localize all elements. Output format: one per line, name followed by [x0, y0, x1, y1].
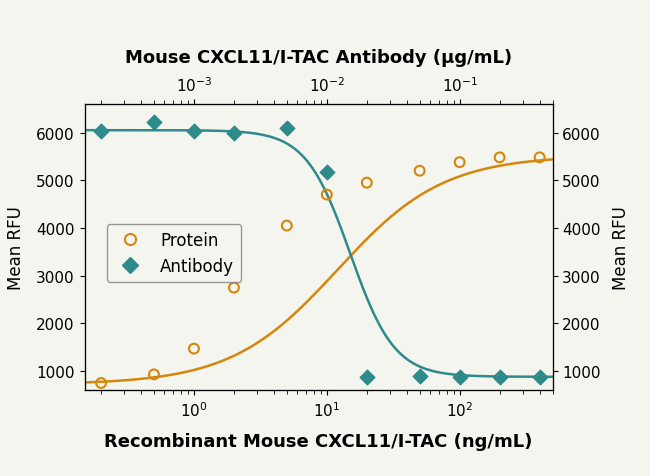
X-axis label: Mouse CXCL11/I-TAC Antibody (μg/mL): Mouse CXCL11/I-TAC Antibody (μg/mL)	[125, 49, 512, 67]
Y-axis label: Mean RFU: Mean RFU	[7, 206, 25, 289]
Point	[229, 130, 239, 138]
Point	[322, 169, 332, 176]
Point	[149, 119, 159, 126]
Point	[96, 128, 107, 136]
Point	[281, 222, 292, 230]
Y-axis label: Mean RFU: Mean RFU	[612, 206, 630, 289]
Point	[415, 168, 425, 175]
X-axis label: Recombinant Mouse CXCL11/I-TAC (ng/mL): Recombinant Mouse CXCL11/I-TAC (ng/mL)	[104, 433, 533, 450]
Point	[149, 371, 159, 378]
Point	[281, 125, 292, 133]
Point	[534, 373, 545, 381]
Point	[534, 154, 545, 162]
Point	[229, 284, 239, 292]
Point	[454, 159, 465, 167]
Point	[322, 191, 332, 199]
Point	[188, 128, 199, 136]
Point	[96, 379, 107, 387]
Point	[415, 372, 425, 380]
Point	[188, 345, 199, 353]
Point	[454, 373, 465, 381]
Point	[495, 373, 505, 381]
Legend: Protein, Antibody: Protein, Antibody	[107, 225, 241, 282]
Point	[361, 179, 372, 187]
Point	[361, 373, 372, 381]
Point	[495, 154, 505, 162]
